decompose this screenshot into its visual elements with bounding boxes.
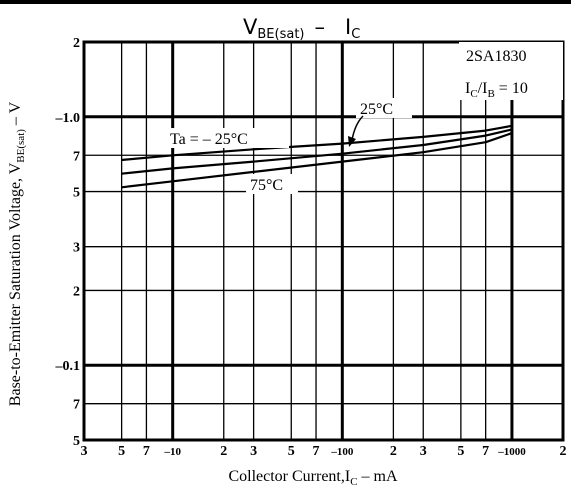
x-tick-label: 3 xyxy=(420,444,427,459)
label-75-bg xyxy=(246,174,298,194)
x-tick-label: 7 xyxy=(313,444,320,459)
x-axis-label: Collector Current,IC – mA xyxy=(228,468,398,488)
title-v-sub: BE(sat) xyxy=(257,27,304,42)
label-25-arrowhead xyxy=(348,136,356,147)
y-tick-labels: 2 –1.0 7 5 3 2 –0.1 7 5 xyxy=(55,36,81,449)
top-rule xyxy=(0,0,571,4)
y-tick-label: 2 xyxy=(73,36,80,51)
title-i: I xyxy=(345,15,351,39)
x-tick-label: –100 xyxy=(330,446,354,458)
label-series-minus25: Ta = – 25°C xyxy=(170,131,248,148)
test-condition: IC/IB = 10 xyxy=(465,80,528,100)
x-tick-label: –1000 xyxy=(497,446,526,458)
x-tick-label: 2 xyxy=(220,444,227,459)
svg-text:VBE(sat)–IC: VBE(sat) – IC xyxy=(243,15,360,42)
x-tick-label: –10 xyxy=(163,446,181,458)
x-tick-label: 2 xyxy=(560,444,567,459)
series-line-1 xyxy=(121,128,513,175)
y-axis-label: Base-to-Emitter Saturation Voltage, VBE(… xyxy=(7,101,27,406)
x-tick-labels: 3 5 7 –10 2 3 5 7 –100 2 3 5 7 –1000 2 xyxy=(81,444,567,459)
y-tick-label: 3 xyxy=(73,241,80,256)
plot-frame xyxy=(82,40,565,442)
y-tick-label: 5 xyxy=(73,186,80,201)
y-tick-label: 7 xyxy=(73,149,80,164)
y-tick-label: 2 xyxy=(73,284,80,299)
chart-title: VBE(sat) – IC xyxy=(243,15,360,42)
label-series-25: 25°C xyxy=(360,101,393,118)
label-25-leader xyxy=(351,115,364,141)
title-i-sub: C xyxy=(351,27,360,42)
device-info-bg xyxy=(459,42,563,100)
x-tick-label: 3 xyxy=(81,444,88,459)
x-tick-label: 3 xyxy=(250,444,257,459)
series-annotations: Ta = – 25°C 25°C 75°C xyxy=(165,98,412,194)
series-lines xyxy=(121,124,513,189)
y-tick-label: –0.1 xyxy=(55,359,81,374)
x-tick-label: 7 xyxy=(143,444,150,459)
y-tick-label: 5 xyxy=(73,434,80,449)
title-dash: – xyxy=(315,15,326,39)
label-ta-bg xyxy=(165,128,289,148)
device-info: 2SA1830 IC/IB = 10 xyxy=(459,42,563,100)
x-tick-label: 2 xyxy=(390,444,397,459)
x-tick-label: 7 xyxy=(482,444,489,459)
series-line-2 xyxy=(121,132,513,189)
y-tick-label: –1.0 xyxy=(55,111,81,126)
series-line-0 xyxy=(121,124,513,162)
grid xyxy=(82,40,565,442)
x-tick-label: 5 xyxy=(457,444,464,459)
y-tick-label: 7 xyxy=(73,398,80,413)
x-tick-label: 5 xyxy=(288,444,295,459)
label-series-75: 75°C xyxy=(250,177,283,194)
x-tick-label: 5 xyxy=(118,444,125,459)
device-name: 2SA1830 xyxy=(466,48,526,65)
title-v: V xyxy=(243,15,258,39)
label-25-bg xyxy=(356,98,412,118)
